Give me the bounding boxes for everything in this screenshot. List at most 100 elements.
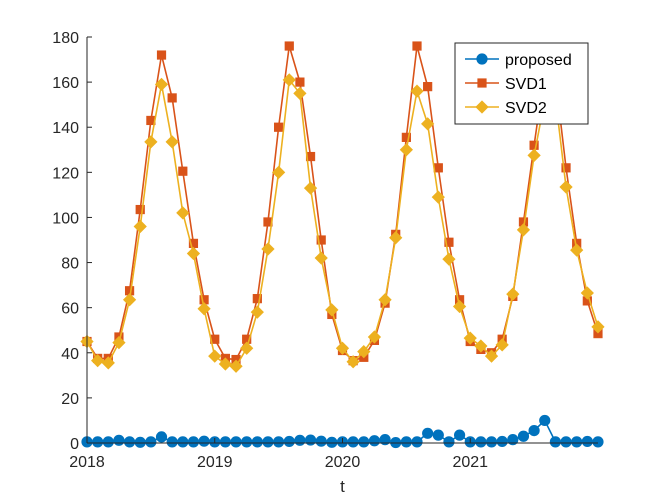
data-point-proposed-23 bbox=[326, 436, 338, 448]
x-tick-label-0: 2018 bbox=[69, 454, 105, 471]
data-point-proposed-42 bbox=[528, 424, 540, 437]
x-axis-label: t bbox=[340, 477, 345, 496]
data-point-proposed-22 bbox=[315, 435, 327, 447]
data-point-proposed-37 bbox=[475, 436, 487, 448]
data-point-svd2-31 bbox=[410, 84, 424, 98]
y-tick-label-5: 100 bbox=[52, 210, 79, 227]
data-point-svd2-12 bbox=[208, 349, 222, 363]
data-point-svd1-31 bbox=[412, 41, 422, 51]
legend-marker-svd2 bbox=[475, 100, 489, 114]
data-point-svd2-38 bbox=[484, 349, 499, 363]
data-point-svd1-5 bbox=[135, 204, 145, 215]
data-point-svd2-3 bbox=[112, 336, 126, 350]
data-point-svd2-23 bbox=[325, 303, 339, 317]
data-point-svd2-33 bbox=[431, 190, 445, 204]
data-point-proposed-43 bbox=[539, 414, 551, 427]
data-point-proposed-28 bbox=[379, 434, 391, 446]
data-point-svd2-15 bbox=[240, 341, 254, 355]
data-point-svd1-8 bbox=[167, 93, 177, 103]
data-point-svd2-39 bbox=[495, 338, 509, 352]
y-tick-label-0: 0 bbox=[70, 436, 79, 453]
legend-label-proposed: proposed bbox=[505, 52, 572, 69]
data-point-proposed-16 bbox=[251, 436, 263, 448]
data-point-proposed-33 bbox=[432, 429, 444, 441]
series-layer bbox=[80, 41, 605, 449]
legend-marker-svd1 bbox=[477, 78, 487, 88]
data-point-proposed-27 bbox=[368, 435, 381, 447]
data-point-svd1-45 bbox=[561, 163, 571, 173]
data-point-proposed-3 bbox=[113, 434, 125, 446]
data-point-svd2-11 bbox=[197, 302, 211, 316]
data-point-proposed-18 bbox=[273, 436, 285, 448]
legend: proposed SVD1 SVD2 bbox=[454, 42, 589, 125]
legend-label-svd2: SVD2 bbox=[505, 100, 547, 117]
data-point-proposed-6 bbox=[145, 436, 157, 448]
data-point-svd2-2 bbox=[101, 356, 115, 370]
data-point-svd2-27 bbox=[367, 330, 382, 344]
data-point-svd1-33 bbox=[433, 163, 443, 173]
data-point-svd2-30 bbox=[399, 143, 413, 157]
tick-labels: 2018 2019 2020 2021 0 20 40 60 80 100 120 140 160 180 bbox=[52, 30, 488, 471]
data-point-proposed-20 bbox=[294, 434, 306, 446]
data-point-svd1-19 bbox=[284, 41, 294, 51]
data-point-svd1-20 bbox=[295, 77, 305, 87]
data-point-svd1-16 bbox=[252, 294, 262, 304]
data-point-svd2-8 bbox=[165, 135, 179, 149]
data-point-proposed-39 bbox=[496, 435, 508, 448]
data-point-proposed-11 bbox=[198, 435, 210, 447]
y-tick-label-6: 120 bbox=[52, 165, 79, 182]
data-point-proposed-4 bbox=[123, 436, 136, 448]
data-point-proposed-14 bbox=[230, 436, 242, 448]
data-point-svd2-32 bbox=[421, 117, 435, 131]
data-point-svd2-20 bbox=[293, 86, 307, 101]
data-point-proposed-13 bbox=[219, 436, 231, 448]
data-point-proposed-26 bbox=[358, 436, 370, 448]
data-point-proposed-2 bbox=[102, 436, 114, 448]
data-point-svd2-9 bbox=[176, 206, 190, 220]
data-point-proposed-19 bbox=[283, 435, 295, 448]
data-point-proposed-25 bbox=[347, 436, 359, 448]
data-point-proposed-34 bbox=[443, 436, 455, 448]
y-tick-label-3: 60 bbox=[61, 301, 79, 318]
data-point-proposed-48 bbox=[592, 436, 604, 448]
data-point-svd2-29 bbox=[389, 231, 403, 245]
data-point-svd2-36 bbox=[463, 331, 477, 345]
data-point-svd2-40 bbox=[506, 287, 520, 301]
data-point-proposed-7 bbox=[155, 431, 168, 443]
data-point-svd2-26 bbox=[357, 345, 371, 359]
x-tick-label-2: 2020 bbox=[325, 454, 361, 471]
data-point-svd2-16 bbox=[250, 305, 264, 319]
data-point-svd1-9 bbox=[178, 166, 188, 176]
data-point-proposed-47 bbox=[581, 435, 593, 448]
data-point-proposed-31 bbox=[411, 436, 423, 448]
data-point-proposed-15 bbox=[241, 436, 253, 448]
data-point-svd2-17 bbox=[261, 242, 275, 256]
data-point-svd2-46 bbox=[570, 243, 584, 257]
data-point-svd2-35 bbox=[452, 299, 467, 314]
data-point-svd1-22 bbox=[316, 235, 326, 245]
data-point-svd2-5 bbox=[133, 219, 147, 234]
data-point-svd2-45 bbox=[559, 180, 573, 194]
data-point-svd2-19 bbox=[282, 73, 296, 87]
data-point-svd2-18 bbox=[271, 165, 286, 179]
y-tick-label-1: 20 bbox=[61, 391, 79, 408]
data-point-svd2-37 bbox=[474, 339, 488, 353]
data-point-proposed-38 bbox=[485, 436, 498, 448]
data-point-proposed-10 bbox=[187, 436, 200, 448]
data-point-proposed-40 bbox=[507, 434, 519, 446]
legend-marker-proposed bbox=[476, 53, 488, 65]
data-point-proposed-8 bbox=[166, 436, 178, 448]
data-point-svd2-42 bbox=[527, 148, 541, 163]
data-point-svd2-6 bbox=[144, 135, 158, 149]
y-tick-label-2: 40 bbox=[61, 346, 79, 363]
data-point-svd1-34 bbox=[444, 237, 454, 247]
data-point-proposed-46 bbox=[571, 436, 583, 448]
data-point-proposed-5 bbox=[134, 436, 146, 448]
data-point-svd2-28 bbox=[378, 293, 392, 307]
data-point-svd1-18 bbox=[274, 122, 284, 132]
series-proposed bbox=[81, 414, 604, 449]
data-point-svd2-21 bbox=[303, 181, 318, 195]
data-point-proposed-9 bbox=[177, 436, 189, 448]
series-svd2 bbox=[80, 73, 605, 373]
